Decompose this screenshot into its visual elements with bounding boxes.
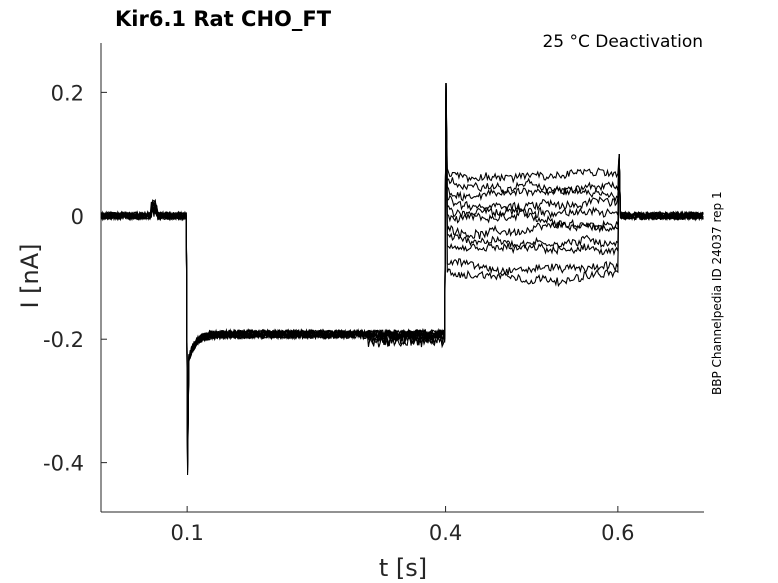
current-trace-7 [100, 83, 704, 461]
current-trace-10 [100, 83, 704, 453]
current-trace-1 [100, 83, 704, 475]
y-axis-label: I [nA] [16, 243, 44, 308]
current-trace-8 [100, 83, 704, 458]
current-trace-6 [100, 83, 704, 463]
y-tick-label: -0.2 [43, 328, 84, 352]
chart-title: Kir6.1 Rat CHO_FT [115, 7, 332, 31]
traces [100, 83, 704, 475]
x-tick-label: 0.6 [601, 521, 634, 545]
side-label: BBP Channelpedia ID 24037 rep 1 [710, 191, 724, 395]
ticks: 0.1 0.4 0.6 0.2 0 -0.2 -0.4 [43, 81, 635, 545]
condition-annotation: 25 °C Deactivation [542, 32, 703, 52]
current-trace-11 [100, 83, 704, 451]
current-trace-9 [100, 83, 704, 456]
y-tick-label: -0.4 [43, 452, 84, 476]
current-trace-5 [100, 83, 704, 466]
x-axis-label: t [s] [379, 554, 427, 582]
x-tick-label: 0.1 [170, 521, 203, 545]
x-tick-label: 0.4 [429, 521, 462, 545]
axes [100, 43, 704, 513]
y-tick-label: 0 [71, 205, 84, 229]
y-tick-label: 0.2 [51, 81, 84, 105]
